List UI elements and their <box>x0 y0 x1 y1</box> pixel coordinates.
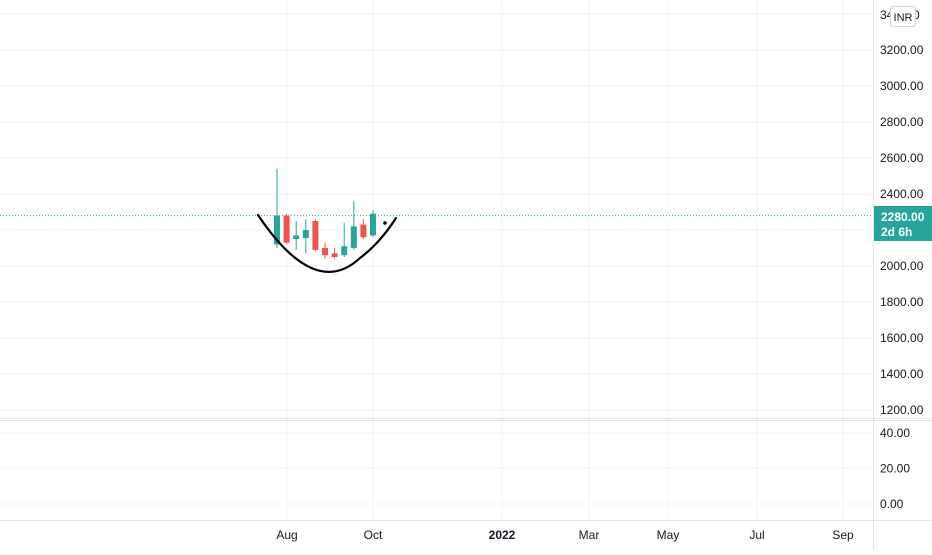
candle-body[interactable] <box>341 246 348 256</box>
candle[interactable] <box>274 168 280 248</box>
time-tick-label: Oct <box>364 528 383 542</box>
price-tick-label: 3000.00 <box>880 79 924 93</box>
price-tick-label: 2000.00 <box>880 259 924 273</box>
price-tick-label: 2600.00 <box>880 151 924 165</box>
cup-curve-drawing[interactable] <box>256 213 398 273</box>
candle[interactable] <box>312 219 319 252</box>
currency-badge-label[interactable]: INR <box>894 12 913 24</box>
price-tick-label: 1200.00 <box>880 403 924 417</box>
candle-body[interactable] <box>312 221 319 250</box>
currency-badge[interactable]: INR <box>890 6 916 27</box>
candle-body[interactable] <box>360 224 367 238</box>
time-tick-label: Aug <box>276 528 297 542</box>
candle[interactable] <box>331 248 338 259</box>
candle[interactable] <box>293 221 300 250</box>
candle[interactable] <box>341 222 348 257</box>
candle-body[interactable] <box>322 248 328 256</box>
price-tick-label: 1400.00 <box>880 367 924 381</box>
price-tick-label: 3200.00 <box>880 43 924 57</box>
time-axis[interactable]: Aug Oct 2022 Mar May Jul Sep <box>276 528 854 542</box>
candle[interactable] <box>302 219 309 254</box>
candle[interactable] <box>322 242 328 259</box>
candle-body[interactable] <box>350 226 357 248</box>
last-price-label-box <box>874 206 932 241</box>
grid-lines <box>0 0 873 520</box>
price-axis[interactable]: 1200.00 1400.00 1600.00 1800.00 2000.00 2400.… <box>880 8 924 417</box>
candle-body[interactable] <box>283 215 290 243</box>
price-tick-label: 1600.00 <box>880 331 924 345</box>
last-price-value: 2280.00 <box>881 210 925 224</box>
price-tick-label: 1800.00 <box>880 295 924 309</box>
candle[interactable] <box>360 219 367 239</box>
last-price-countdown: 2d 6h <box>881 225 912 239</box>
drawing-anchor-dot[interactable] <box>383 221 387 225</box>
candle-body[interactable] <box>331 253 338 257</box>
cup-curve-line[interactable] <box>256 213 398 273</box>
candle-body[interactable] <box>370 213 376 236</box>
indicator-tick-label: 40.00 <box>880 426 910 440</box>
time-tick-label: Mar <box>579 528 600 542</box>
candle[interactable] <box>370 210 376 238</box>
time-tick-label: 2022 <box>489 528 516 542</box>
price-tick-label: 2400.00 <box>880 187 924 201</box>
candle-body[interactable] <box>302 230 309 239</box>
price-tick-label: 2800.00 <box>880 115 924 129</box>
candle-body[interactable] <box>274 215 280 245</box>
price-tick-label-partial: 0 <box>913 8 920 22</box>
candle-body[interactable] <box>293 235 300 239</box>
indicator-axis[interactable]: 40.00 20.00 0.00 <box>880 426 910 511</box>
time-tick-label: Jul <box>749 528 764 542</box>
candlestick-series[interactable] <box>274 168 376 259</box>
time-tick-label: Sep <box>832 528 854 542</box>
indicator-tick-label: 0.00 <box>880 497 904 511</box>
candle[interactable] <box>350 201 357 250</box>
candle[interactable] <box>283 213 290 245</box>
time-tick-label: May <box>657 528 680 542</box>
indicator-tick-label: 20.00 <box>880 462 910 476</box>
currency-badge-box[interactable] <box>890 6 916 27</box>
